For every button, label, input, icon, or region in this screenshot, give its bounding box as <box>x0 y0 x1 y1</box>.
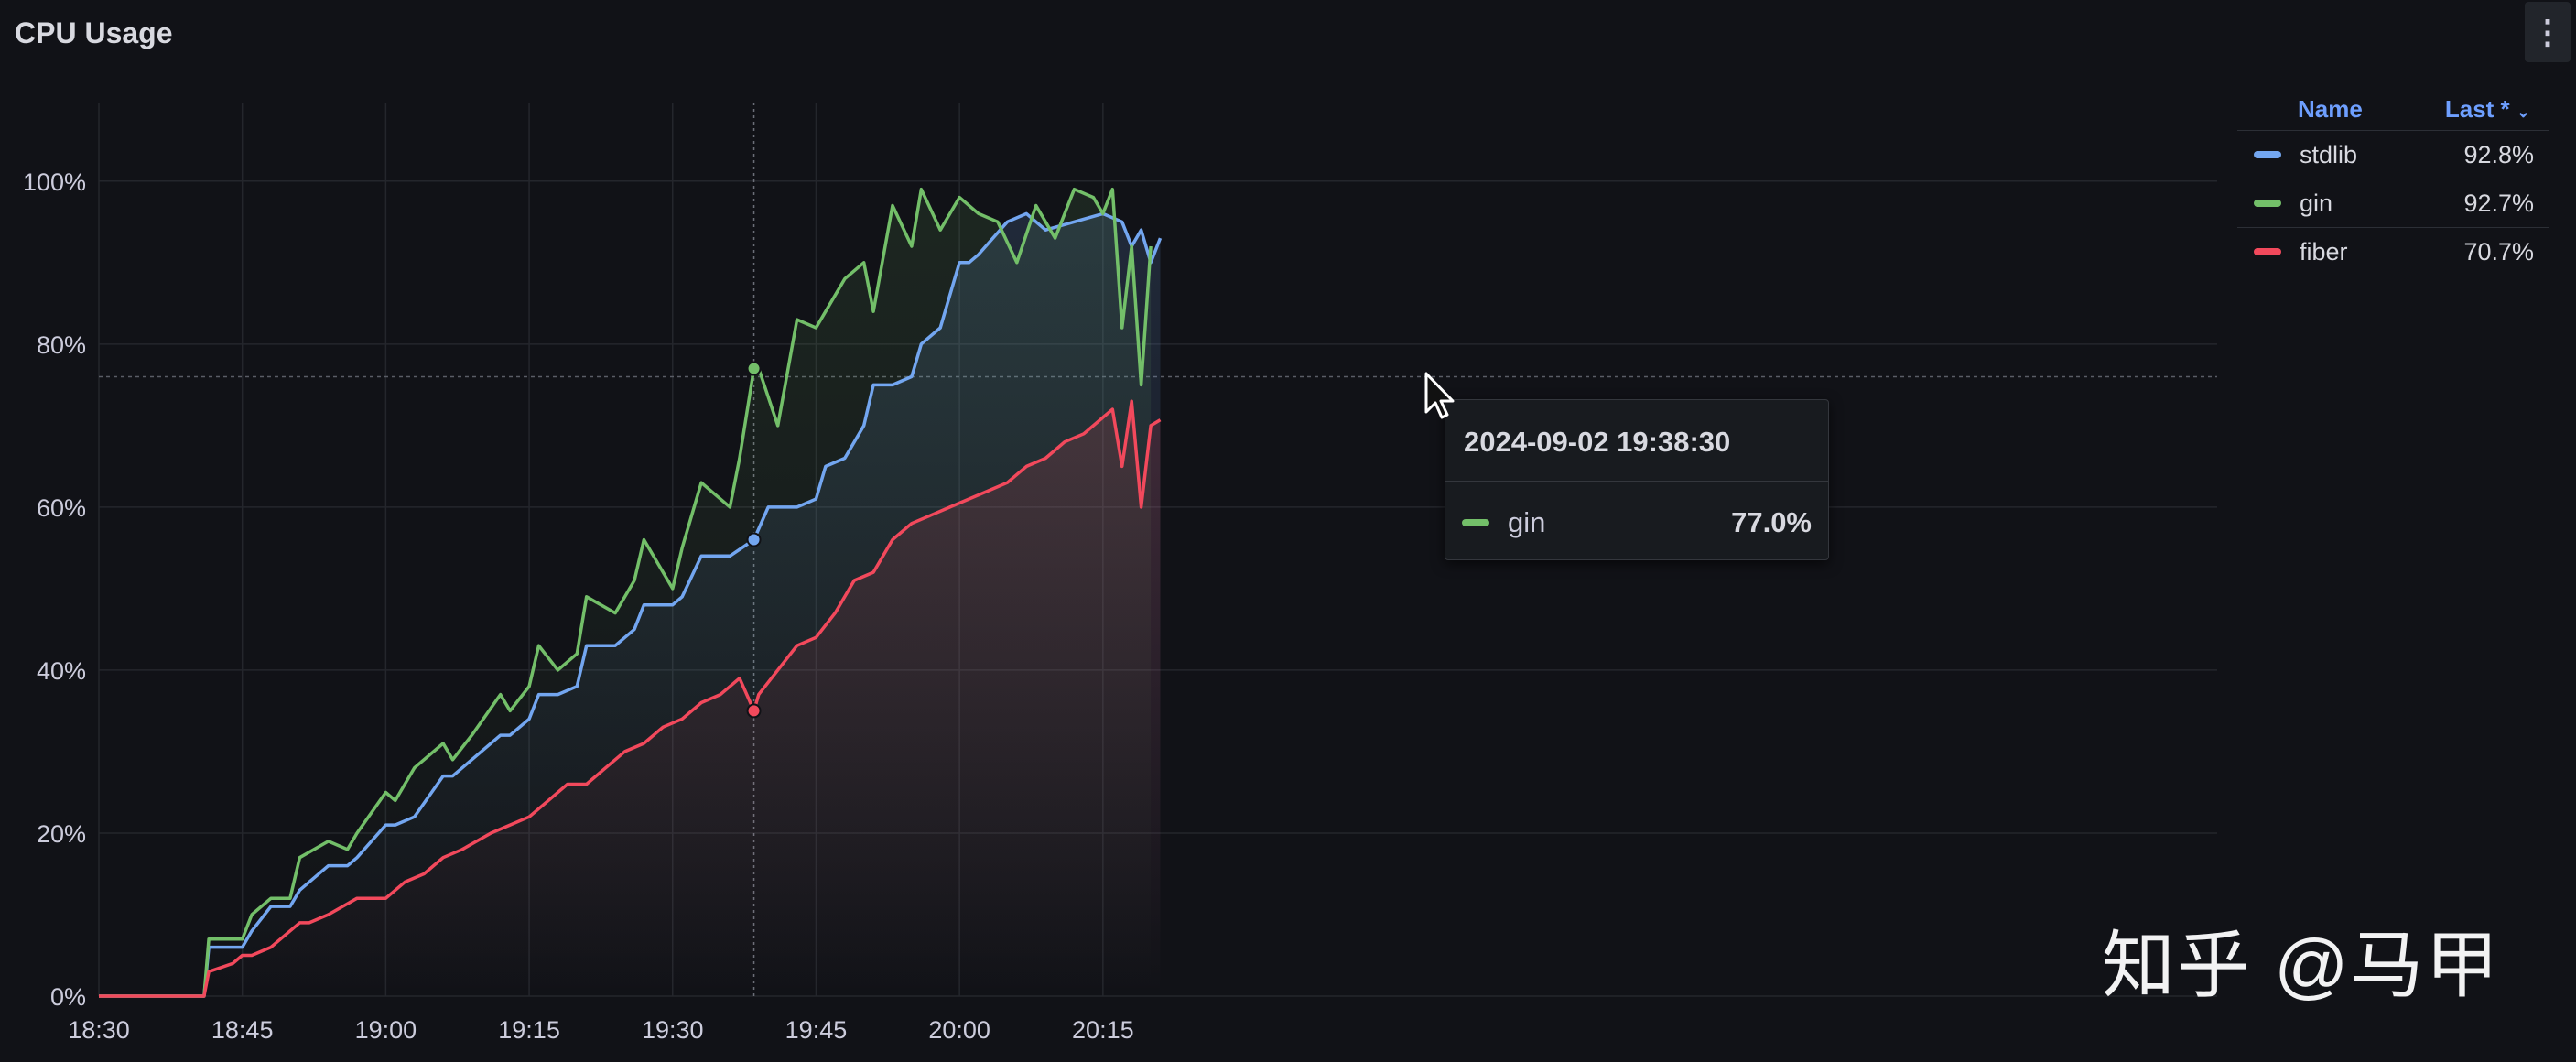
legend-table: Name Last * ⌄ stdlib 92.8% gin 92.7% fib… <box>2237 88 2549 276</box>
legend-swatch <box>2254 248 2281 255</box>
x-tick-label: 18:45 <box>211 1016 274 1044</box>
legend-series-value: 92.7% <box>2463 189 2534 217</box>
tooltip-time: 2024-09-02 19:38:30 <box>1464 426 1731 458</box>
x-tick-label: 19:00 <box>355 1016 417 1044</box>
legend-row-stdlib[interactable]: stdlib 92.8% <box>2237 131 2549 179</box>
y-tick-label: 20% <box>37 820 86 848</box>
y-tick-label: 40% <box>37 657 86 685</box>
legend-row-fiber[interactable]: fiber 70.7% <box>2237 228 2549 276</box>
x-tick-label: 19:45 <box>785 1016 848 1044</box>
x-tick-label: 19:30 <box>642 1016 704 1044</box>
x-tick-label: 20:15 <box>1072 1016 1134 1044</box>
x-tick-label: 20:00 <box>928 1016 990 1044</box>
kebab-menu-icon[interactable]: ⋮ <box>2525 2 2571 62</box>
panel-title: CPU Usage <box>15 16 173 49</box>
chevron-down-icon: ⌄ <box>2516 102 2530 121</box>
legend-series-name: gin <box>2300 189 2333 217</box>
series-line-stdlib <box>99 211 1163 998</box>
legend-header-last-label: Last * <box>2444 94 2510 123</box>
legend-series-name: fiber <box>2300 237 2348 266</box>
series-area-fiber <box>99 401 1161 996</box>
series-line-fiber <box>99 399 1162 998</box>
legend-header-name[interactable]: Name <box>2298 94 2363 123</box>
tooltip-series-name: gin <box>1508 506 1546 538</box>
hover-point-fiber <box>746 703 762 719</box>
legend-series-value: 70.7% <box>2463 237 2534 266</box>
y-tick-label: 0% <box>50 983 86 1011</box>
legend-header: Name Last * ⌄ <box>2237 88 2549 131</box>
series-line-gin <box>99 187 1153 998</box>
legend-series-value: 92.8% <box>2463 140 2534 168</box>
tooltip-divider <box>1445 481 1828 482</box>
tooltip-swatch <box>1462 519 1489 526</box>
watermark: 知乎 @马甲 <box>2102 925 2501 1006</box>
x-tick-label: 19:15 <box>498 1016 560 1044</box>
legend-swatch <box>2254 200 2281 207</box>
y-tick-label: 60% <box>37 494 86 522</box>
legend-series-name: stdlib <box>2300 140 2358 168</box>
tooltip-series-value: 77.0% <box>1731 506 1812 538</box>
mouse-cursor-icon <box>1424 372 1455 419</box>
legend-header-last[interactable]: Last * ⌄ <box>2393 95 2549 124</box>
y-tick-label: 80% <box>37 331 86 359</box>
hover-point-stdlib <box>746 532 762 547</box>
y-tick-label: 100% <box>23 168 86 196</box>
legend-row-gin[interactable]: gin 92.7% <box>2237 179 2549 228</box>
x-tick-label: 18:30 <box>68 1016 130 1044</box>
hover-tooltip: 2024-09-02 19:38:30 gin 77.0% <box>1445 399 1829 560</box>
legend-swatch <box>2254 151 2281 158</box>
hover-point-gin <box>746 361 762 376</box>
